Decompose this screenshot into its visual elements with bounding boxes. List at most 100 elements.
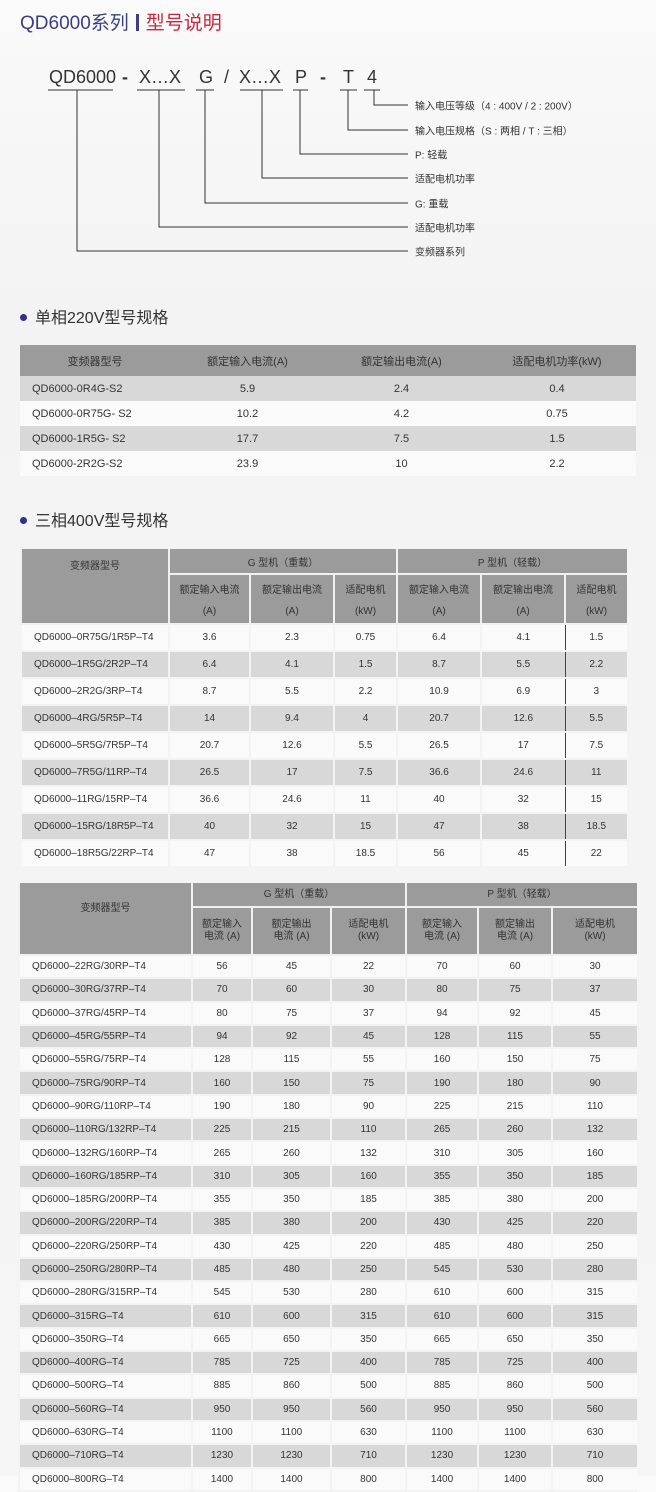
table-cell: 305: [251, 1164, 331, 1189]
table-cell: 610: [405, 1304, 479, 1329]
title-divider: [135, 14, 139, 31]
column-header-model: 变频器型号: [18, 883, 192, 956]
table-row: QD6000-0R75G- S2 10.2 4.2 0.75: [20, 401, 636, 426]
table-cell: 115: [251, 1048, 331, 1073]
table-cell: 350: [329, 1327, 407, 1353]
table-cell: 26.5: [396, 732, 482, 760]
table-cell: 220: [329, 1234, 407, 1259]
title-subtitle: 型号说明: [145, 13, 222, 34]
table-cell: 132: [329, 1141, 407, 1166]
table-cell: 36.6: [396, 759, 482, 787]
table-cell: 20.7: [168, 732, 250, 760]
model-cell: QD6000–7R5G/11RP–T4: [20, 759, 169, 787]
table-cell: 380: [477, 1187, 553, 1213]
table-cell: 1400: [477, 1467, 553, 1492]
column-header-model: 变频器型号: [20, 549, 169, 625]
column-header-name: 额定输出: [271, 919, 312, 930]
table-cell: 5.5: [332, 732, 398, 760]
table-row: QD6000-0R4G-S2 5.9 2.4 0.4: [20, 376, 636, 401]
table-cell: 385: [191, 1211, 252, 1236]
model-cell: QD6000–132RG/160RP–T4: [18, 1141, 192, 1166]
column-header-unit: (A): [432, 606, 446, 617]
table-cell: 3: [564, 678, 628, 706]
column-header: 适配电机 (kW): [332, 574, 398, 625]
column-header: 额定输出电流 (A): [249, 574, 334, 625]
table-cell: 70: [405, 955, 479, 980]
table-cell: 220: [551, 1211, 638, 1236]
table-cell: 132: [551, 1118, 638, 1143]
table-row: QD6000–15RG/18R5P–T4 40 32 15 47 38 18.5: [20, 813, 628, 841]
table-cell: 1.5: [478, 426, 636, 451]
table-cell: 1230: [477, 1444, 553, 1469]
model-cell: QD6000–4RG/5R5P–T4: [20, 705, 169, 733]
code-label: 变频器系列: [415, 247, 465, 259]
table-cell: 10.2: [170, 401, 325, 426]
table-row: QD6000–560RG–T4 950 950 560 950 950 560: [18, 1397, 638, 1422]
model-cell: QD6000–110RG/132RP–T4: [18, 1118, 192, 1143]
table-cell: 2.3: [249, 624, 334, 652]
table-cell: 425: [477, 1211, 553, 1236]
table-cell: 1100: [405, 1420, 479, 1446]
table-cell: 23.9: [170, 451, 325, 476]
model-cell: QD6000–5R5G/7R5P–T4: [20, 732, 169, 760]
table-cell: 400: [329, 1351, 407, 1376]
table-cell: 128: [405, 1024, 479, 1050]
column-header-name: 额定输出电流: [493, 585, 554, 596]
table-cell: 485: [405, 1234, 479, 1259]
table-cell: 665: [405, 1327, 479, 1353]
table-cell: 860: [251, 1374, 331, 1399]
table-cell: 2.2: [478, 451, 636, 476]
table-row: QD6000–30RG/37RP–T4 70 60 30 80 75 37: [18, 978, 638, 1003]
model-cell: QD6000–37RG/45RP–T4: [18, 1001, 192, 1026]
model-cell: QD6000–1R5G/2R2P–T4: [20, 651, 169, 679]
table-cell: 160: [551, 1141, 638, 1166]
table-cell: 56: [191, 955, 252, 980]
table-cell: 60: [477, 955, 553, 980]
column-header-unit: (A): [202, 606, 217, 617]
model-cell: QD6000–55RG/75RP–T4: [18, 1048, 192, 1073]
group-header-p: P 型机（轻载）: [405, 883, 638, 908]
table-row: QD6000–350RG–T4 665 650 350 665 650 350: [18, 1327, 638, 1353]
table-cell: 500: [329, 1374, 407, 1399]
table-cell: 15: [332, 813, 398, 841]
code-segment: P: [295, 67, 308, 87]
table-row: QD6000–400RG–T4 785 725 400 785 725 400: [18, 1351, 638, 1376]
table-cell: 305: [477, 1141, 553, 1166]
column-header: 适配电机 (kW): [551, 907, 638, 956]
table-cell: 11: [332, 786, 398, 814]
model-cell: QD6000–710RG–T4: [18, 1444, 192, 1469]
table-cell: 725: [477, 1351, 553, 1376]
table-cell: 18.5: [332, 840, 398, 868]
table-cell: 110: [329, 1118, 407, 1143]
table-cell: 185: [329, 1187, 407, 1213]
table-cell: 55: [551, 1024, 638, 1050]
single-phase-spec-table: 变频器型号 额定输入电流(A) 额定输出电流(A) 适配电机功率(kW) QD6…: [20, 345, 636, 476]
table-row: QD6000–185RG/200RP–T4 355 350 185 385 380 200: [18, 1187, 638, 1213]
table-row: QD6000–22RG/30RP–T4 56 45 22 70 60 30: [18, 955, 638, 980]
table-cell: 45: [551, 1001, 638, 1026]
table-cell: 310: [405, 1141, 479, 1166]
table-cell: 400: [551, 1351, 638, 1376]
table-cell: 530: [477, 1257, 553, 1283]
table-cell: 2.2: [564, 651, 628, 679]
table-cell: 37: [551, 978, 638, 1003]
table-cell: 110: [551, 1094, 638, 1120]
code-label: 输入电压规格（S : 两相 / T : 三相）: [415, 126, 573, 138]
table-row: QD6000–800RG–T4 1400 1400 800 1400 1400 800: [18, 1467, 638, 1492]
code-segment: -: [122, 67, 128, 87]
table-cell: 430: [405, 1211, 479, 1236]
table-cell: 545: [405, 1257, 479, 1283]
code-label: G: 重载: [415, 199, 449, 211]
table-cell: 560: [551, 1397, 638, 1422]
table-cell: 40: [396, 786, 482, 814]
code-label: 输入电压等级（4 : 400V / 2 : 200V）: [415, 101, 578, 113]
column-header-name: 额定输出: [495, 919, 536, 930]
table-cell: 215: [477, 1094, 553, 1120]
table-row: QD6000–200RG/220RP–T4 385 380 200 430 425 220: [18, 1211, 638, 1236]
table-cell: 6.4: [396, 624, 482, 652]
code-segment: -: [320, 67, 326, 87]
section-heading-text: 单相220V型号规格: [35, 310, 169, 327]
table-row: QD6000–132RG/160RP–T4 265 260 132 310 305 160: [18, 1141, 638, 1166]
table-cell: 1.5: [564, 624, 628, 652]
table-cell: 75: [551, 1048, 638, 1073]
